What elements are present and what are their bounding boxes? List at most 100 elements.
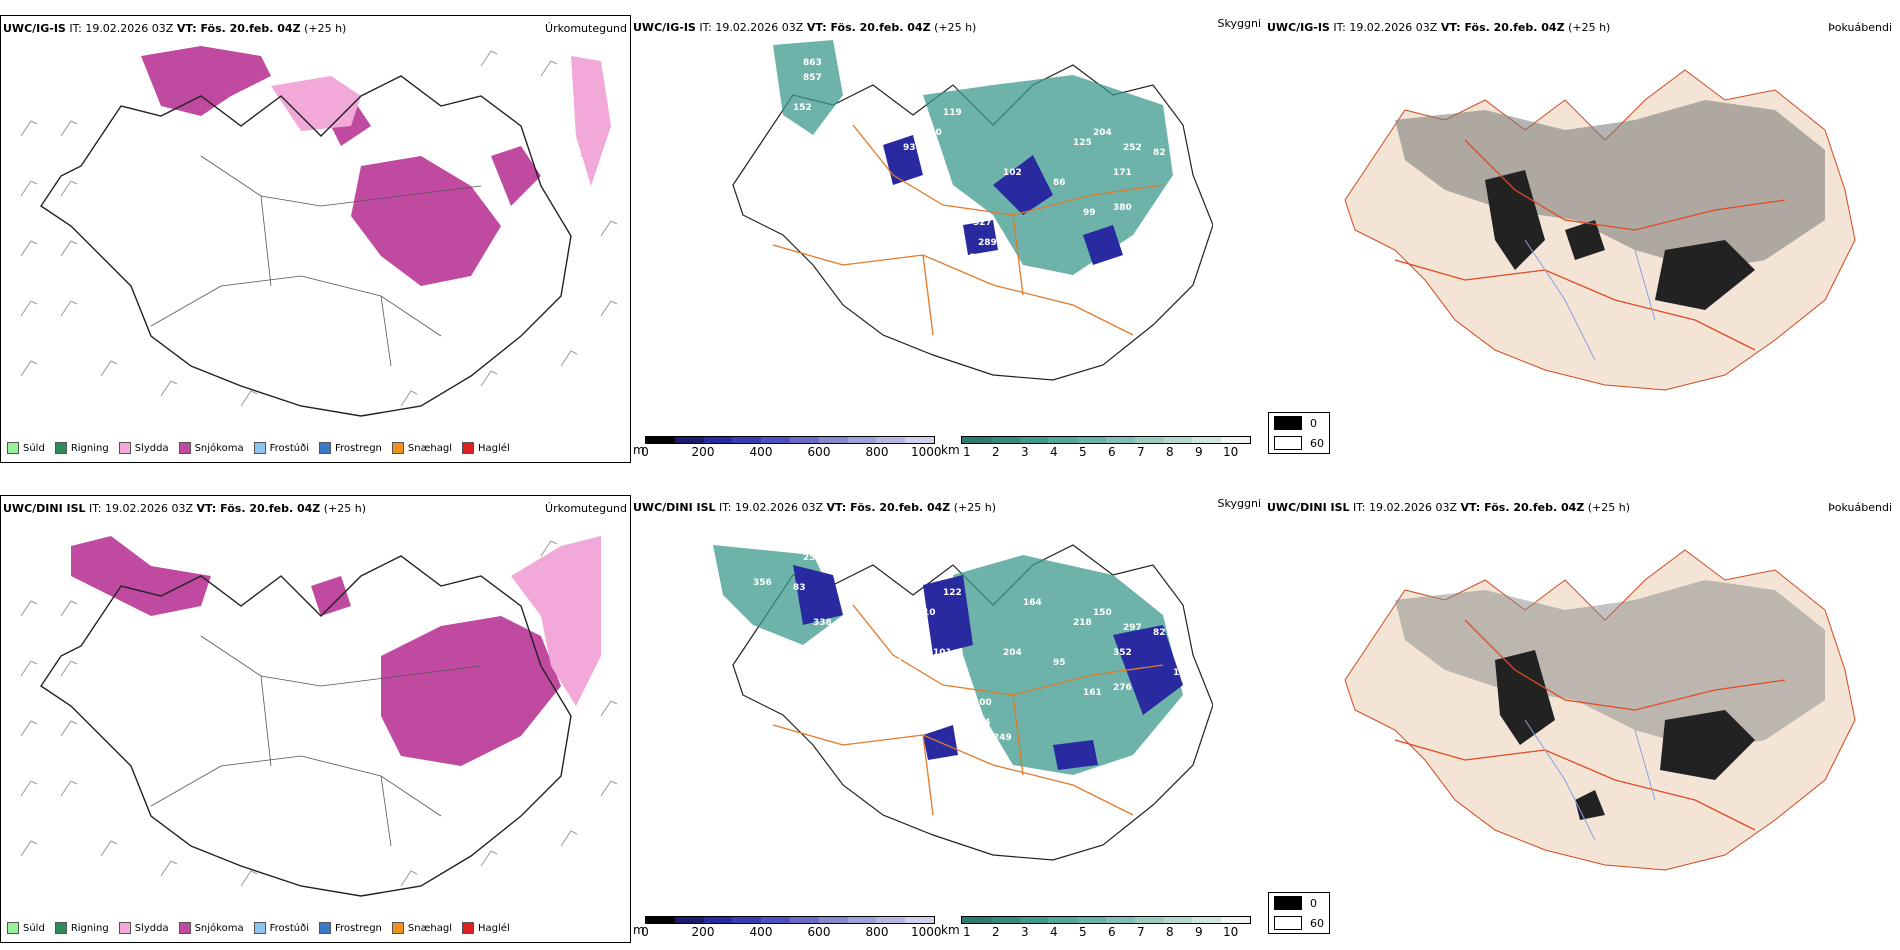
init-time: IT: 19.02.2026 03Z bbox=[69, 22, 174, 35]
legend-swatch bbox=[462, 922, 475, 934]
wind-barbs bbox=[20, 540, 618, 887]
visibility-value: 204 bbox=[1003, 648, 1022, 658]
valid-time: VT: Fös. 20.feb. 04Z bbox=[826, 501, 951, 514]
visibility-value: 119 bbox=[943, 108, 962, 118]
legend-item: Súld bbox=[7, 922, 45, 934]
visibility-value: 249 bbox=[993, 733, 1012, 743]
visibility-value: 86 bbox=[1053, 178, 1066, 188]
legend-label: Snæhagl bbox=[407, 442, 453, 454]
scale-tick: 10 bbox=[1223, 925, 1239, 939]
visibility-value: 95 bbox=[1053, 658, 1066, 668]
visibility-map: 282 259 356 83 338 423 105 260 102 100 84 142 249 204… bbox=[713, 538, 1213, 861]
model-name: UWC/DINI ISL bbox=[633, 501, 716, 514]
init-time: IT: 19.02.2026 03Z bbox=[1333, 21, 1438, 34]
scale-tick: 200 bbox=[691, 925, 715, 939]
legend-swatch bbox=[462, 442, 475, 454]
scale-tick: 2 bbox=[991, 445, 1000, 459]
scale-tick: 2 bbox=[991, 925, 1000, 939]
teal-area bbox=[773, 40, 1173, 275]
visibility-value: 276 bbox=[1113, 683, 1132, 693]
valid-time: VT: Fös. 20.feb. 04Z bbox=[176, 22, 301, 35]
elevation-unit: m bbox=[633, 923, 645, 937]
legend-label: Frostregn bbox=[335, 442, 382, 454]
roads bbox=[150, 635, 482, 847]
visibility-value: 165 bbox=[1173, 668, 1192, 678]
init-time: IT: 19.02.2026 03Z bbox=[719, 501, 824, 514]
scale-tick: 600 bbox=[807, 925, 831, 939]
panel-title: Úrkomutegund bbox=[545, 22, 627, 35]
legend-label: Frostúði bbox=[269, 442, 309, 454]
scale-tick: 8 bbox=[1165, 445, 1174, 459]
legend-item: Rigning bbox=[54, 442, 109, 454]
legend-item: Súld bbox=[7, 442, 45, 454]
panel-title: Úrkomutegund bbox=[545, 502, 627, 515]
panel-header: UWC/DINI ISL IT: 19.02.2026 03Z VT: Fös.… bbox=[1267, 501, 1630, 514]
visibility-colorbar bbox=[961, 916, 1251, 924]
legend-label: Súld bbox=[23, 442, 45, 454]
visibility-value: 102 bbox=[1003, 168, 1022, 178]
legend-label: Haglél bbox=[478, 442, 510, 454]
fog-swatch-light bbox=[1274, 436, 1302, 450]
visibility-value: 155 bbox=[773, 188, 792, 198]
visibility-value: 152 bbox=[993, 253, 1012, 263]
roads bbox=[150, 155, 482, 367]
blue-area bbox=[793, 565, 1183, 770]
visibility-value: 827 bbox=[1153, 628, 1172, 638]
init-time: IT: 19.02.2026 03Z bbox=[89, 502, 194, 515]
visibility-value: 297 bbox=[1123, 623, 1142, 633]
visibility-value: 90 bbox=[903, 218, 916, 228]
init-time: IT: 19.02.2026 03Z bbox=[699, 21, 804, 34]
lead-time: (+25 h) bbox=[1587, 501, 1631, 514]
legend-label: Snjókoma bbox=[194, 442, 244, 454]
visibility-value: 110 bbox=[813, 138, 832, 148]
legend-item: Frostúði bbox=[253, 442, 309, 454]
lead-time: (+25 h) bbox=[953, 501, 997, 514]
panel-header: UWC/IG-IS IT: 19.02.2026 03Z VT: Fös. 20… bbox=[633, 21, 976, 34]
scale-tick: 600 bbox=[807, 445, 831, 459]
fog-dark bbox=[1495, 650, 1755, 820]
legend-swatch bbox=[391, 922, 404, 934]
legend-item: Slydda bbox=[118, 442, 169, 454]
scale-tick: 6 bbox=[1107, 925, 1116, 939]
legend-swatch bbox=[54, 922, 67, 934]
visibility-value: 132 bbox=[1193, 158, 1212, 168]
visibility-value: 173 bbox=[883, 658, 902, 668]
road-network bbox=[772, 124, 1164, 336]
legend-swatch bbox=[319, 442, 331, 454]
visibility-value: 319 bbox=[1193, 638, 1212, 648]
scale-tick: 3 bbox=[1020, 445, 1029, 459]
precip-type-panel-2: UWC/DINI ISL IT: 19.02.2026 03Z VT: Fös.… bbox=[0, 495, 631, 943]
snow-area bbox=[71, 536, 561, 766]
fog-swatch-dark bbox=[1274, 416, 1302, 430]
fog-legend-2: 0 60 bbox=[1268, 892, 1330, 934]
rivers bbox=[1524, 719, 1656, 841]
fog-high-label: 0 bbox=[1310, 416, 1317, 430]
lead-time: (+25 h) bbox=[323, 502, 367, 515]
visibility-value: 218 bbox=[1073, 618, 1092, 628]
visibility-value: 122 bbox=[943, 588, 962, 598]
visibility-value: 352 bbox=[1113, 648, 1132, 658]
legend-swatch bbox=[253, 442, 266, 454]
panel-header: UWC/DINI ISL IT: 19.02.2026 03Z VT: Fös.… bbox=[633, 501, 996, 514]
legend-swatch bbox=[7, 922, 19, 934]
legend-label: Súld bbox=[23, 922, 45, 934]
visibility-value: 171 bbox=[1113, 168, 1132, 178]
precip-legend: Súld Rigning Slydda Snjókoma Frostúði Fr… bbox=[7, 442, 510, 454]
visibility-value: 423 bbox=[858, 638, 877, 648]
visibility-value: 164 bbox=[1023, 598, 1042, 608]
visibility-unit: km bbox=[941, 443, 960, 457]
visibility-value: 527 bbox=[973, 218, 992, 228]
legend-swatch bbox=[391, 442, 404, 454]
legend-swatch bbox=[178, 442, 191, 454]
scale-tick: 7 bbox=[1136, 925, 1145, 939]
legend-label: Frostúði bbox=[269, 922, 309, 934]
fog-map bbox=[1344, 69, 1856, 391]
fog-grey bbox=[1395, 100, 1825, 270]
visibility-value: 84 bbox=[978, 718, 991, 728]
visibility-values: 282 259 356 83 338 423 105 260 102 100 84 142 249 204… bbox=[753, 538, 1212, 743]
fog-low-label: 60 bbox=[1310, 436, 1324, 450]
visibility-value: 110 bbox=[923, 128, 942, 138]
panel-title: Þokuábendi bbox=[1828, 21, 1892, 34]
road-network bbox=[772, 604, 1164, 816]
scale-tick: 800 bbox=[865, 925, 889, 939]
